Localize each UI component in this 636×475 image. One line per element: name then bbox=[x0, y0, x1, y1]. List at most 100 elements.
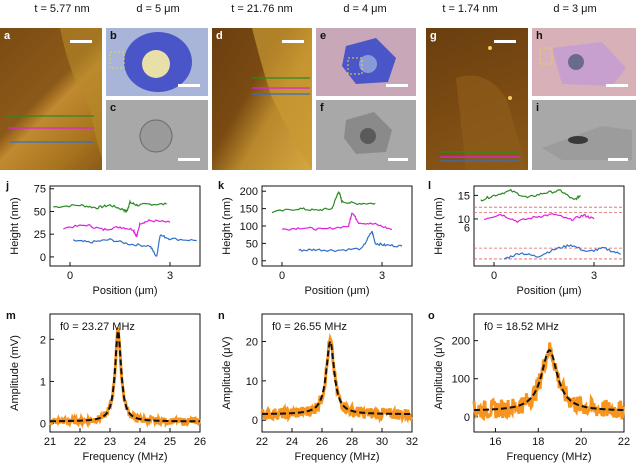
x-tick-label: 22 bbox=[618, 436, 630, 448]
y-break-label: 6 bbox=[464, 223, 470, 235]
sem-drawing-f bbox=[344, 112, 392, 154]
sem-drawing-c bbox=[139, 119, 173, 153]
x-tick-label: 16 bbox=[489, 436, 501, 448]
x-axis-label: Position (μm) bbox=[516, 285, 581, 297]
afm-image-g: g bbox=[426, 28, 528, 170]
x-tick-label: 0 bbox=[491, 270, 497, 282]
sem-image-c: c bbox=[106, 100, 208, 170]
profile-line-green bbox=[53, 199, 168, 214]
optical-image-e: e bbox=[316, 28, 416, 96]
lorentzian-fit-line bbox=[262, 339, 412, 415]
header-diameter-3: d = 3 μm bbox=[553, 3, 597, 15]
scale-bar-a bbox=[70, 40, 92, 43]
panel-label-a: a bbox=[4, 30, 11, 42]
x-tick-label: 0 bbox=[67, 270, 73, 282]
header-diameter-1: d = 5 μm bbox=[136, 3, 180, 15]
resonance-chart-o: 16 18 20 22 0 100 200 Frequency (MHz) Amplitude … bbox=[433, 313, 630, 463]
y-tick-label: 25 bbox=[34, 229, 46, 241]
y-tick-label: 100 bbox=[240, 221, 258, 233]
plot-frame bbox=[49, 313, 201, 433]
y-tick-label: 0 bbox=[252, 415, 258, 427]
y-tick-label: 10 bbox=[246, 376, 258, 388]
x-tick-label: 26 bbox=[194, 436, 206, 448]
resonance-frequency-annotation: f0 = 26.55 MHz bbox=[272, 321, 347, 333]
x-axis-label: Position (μm) bbox=[304, 285, 369, 297]
y-tick-label: 2 bbox=[40, 334, 46, 346]
y-tick-label: 50 bbox=[34, 206, 46, 218]
x-tick-label: 21 bbox=[44, 436, 56, 448]
optical-drawing-h bbox=[539, 42, 626, 86]
y-tick-label: 0 bbox=[464, 412, 470, 424]
x-tick-label: 25 bbox=[164, 436, 176, 448]
y-axis-label: Height (nm) bbox=[433, 197, 445, 254]
plot-letter-o: o bbox=[428, 310, 435, 322]
afm-image-a: a bbox=[0, 28, 102, 170]
plot-letter-m: m bbox=[6, 310, 16, 322]
optical-image-h: h bbox=[532, 28, 636, 96]
y-tick-label: 0 bbox=[40, 419, 46, 431]
x-tick-label: 23 bbox=[104, 436, 116, 448]
optical-image-b: b bbox=[106, 28, 208, 96]
scale-bar-c bbox=[178, 158, 200, 161]
x-axis-label: Position (μm) bbox=[92, 285, 157, 297]
scale-bar-h bbox=[606, 84, 628, 87]
resonance-chart-n: 22 24 26 28 30 32 0 10 20 Frequency (MHz) Amplitud… bbox=[221, 313, 418, 463]
lorentzian-fit-line bbox=[50, 330, 200, 423]
panel-label-g: g bbox=[430, 30, 437, 42]
panel-label-h: h bbox=[536, 30, 543, 42]
panel-label-b: b bbox=[110, 30, 117, 42]
x-tick-label: 0 bbox=[279, 270, 285, 282]
height-profile-chart-k: 0 3 0 50 100 150 200 Position (μm) Height (nm) bbox=[221, 185, 413, 297]
y-tick-label: 200 bbox=[452, 336, 470, 348]
afm-texture-a bbox=[6, 28, 102, 158]
scale-bar-d bbox=[282, 40, 304, 43]
measured-amplitude-line bbox=[48, 327, 201, 429]
x-tick-label: 3 bbox=[591, 270, 597, 282]
y-tick-label: 20 bbox=[246, 337, 258, 349]
plot-letter-j: j bbox=[6, 180, 10, 192]
y-axis-label: Amplitude (μV) bbox=[433, 337, 445, 410]
profile-line-magenta bbox=[483, 212, 595, 224]
x-tick-label: 22 bbox=[256, 436, 268, 448]
x-tick-label: 20 bbox=[575, 436, 587, 448]
scale-bar-g bbox=[494, 40, 516, 43]
sem-image-f: f bbox=[316, 100, 416, 170]
y-axis-label: Amplitude (μV) bbox=[221, 337, 233, 410]
y-tick-label: 1 bbox=[40, 376, 46, 388]
plot-frame bbox=[261, 313, 413, 433]
header-diameter-2: d = 4 μm bbox=[343, 3, 387, 15]
x-tick-label: 3 bbox=[167, 270, 173, 282]
y-tick-label: 0 bbox=[252, 256, 258, 268]
resonance-frequency-annotation: f0 = 18.52 MHz bbox=[484, 321, 559, 333]
x-tick-label: 18 bbox=[532, 436, 544, 448]
y-tick-label: 75 bbox=[34, 184, 46, 196]
profile-line-magenta bbox=[281, 212, 393, 231]
plot-letter-n: n bbox=[218, 310, 225, 322]
x-tick-label: 3 bbox=[379, 270, 385, 282]
y-axis-label: Amplitude (mV) bbox=[9, 335, 21, 411]
y-tick-label: 50 bbox=[246, 238, 258, 250]
lorentzian-fit-line bbox=[474, 349, 625, 412]
x-tick-label: 30 bbox=[376, 436, 388, 448]
scale-bar-b bbox=[178, 84, 200, 87]
profile-line-blue bbox=[298, 230, 403, 253]
y-tick-label: 0 bbox=[40, 252, 46, 264]
panel-label-f: f bbox=[320, 102, 324, 114]
measured-amplitude-line bbox=[472, 342, 625, 422]
afm-texture-g bbox=[440, 46, 526, 170]
resonance-chart-m: 21 22 23 24 25 26 0 1 2 Frequency (MHz) Amplitude … bbox=[9, 313, 206, 463]
x-axis-label: Frequency (MHz) bbox=[295, 451, 380, 463]
panel-label-e: e bbox=[320, 30, 327, 42]
optical-drawing-b bbox=[109, 32, 192, 92]
plot-letter-l: l bbox=[428, 180, 432, 192]
y-tick-label: 150 bbox=[240, 204, 258, 216]
plot-frame bbox=[49, 185, 201, 267]
height-profile-chart-l: 0 3 10 15 Position (μm) Height (nm) 6 bbox=[433, 185, 625, 297]
plot-letter-k: k bbox=[218, 180, 225, 192]
profile-line-blue bbox=[72, 234, 197, 257]
header-thickness-2: t = 21.76 nm bbox=[231, 3, 293, 15]
header-thickness-3: t = 1.74 nm bbox=[442, 3, 498, 15]
plot-frame bbox=[473, 313, 625, 433]
panel-label-i: i bbox=[536, 102, 540, 114]
y-axis-label: Height (nm) bbox=[221, 197, 233, 254]
